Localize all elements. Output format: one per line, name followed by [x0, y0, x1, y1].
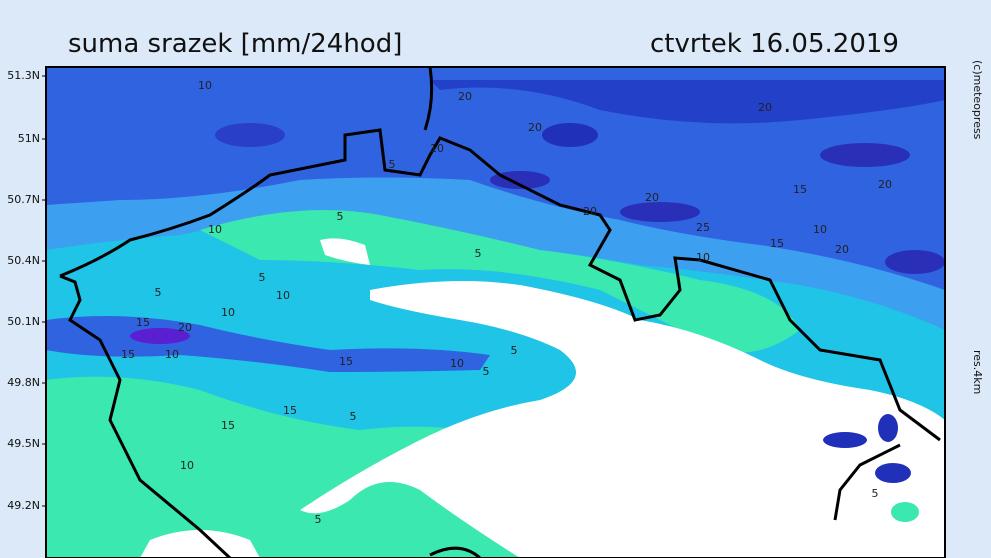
contour-label: 10: [430, 142, 444, 155]
precip-core: [823, 432, 867, 448]
contour-label: 15: [770, 237, 784, 250]
border: [59, 67, 941, 558]
contour-label: 5: [337, 210, 344, 223]
precip-core: [215, 123, 285, 147]
contour-label: 20: [645, 191, 659, 204]
copyright: (c)meteopress: [971, 60, 984, 140]
precip-core: [885, 250, 945, 274]
precip-none: [140, 530, 260, 558]
precip-low: [891, 502, 919, 522]
contour-label: 10: [450, 357, 464, 370]
precip-none: [320, 238, 370, 265]
contour-label: 10: [221, 306, 235, 319]
latitude-label: 49.5N: [7, 437, 40, 450]
contour-label: 5: [350, 410, 357, 423]
latitude-label: 50.1N: [7, 315, 40, 328]
contour-label: 5: [389, 158, 396, 171]
precip-core: [130, 328, 190, 344]
precip-core: [878, 414, 898, 442]
contour-label: 20: [528, 121, 542, 134]
title: suma srazek [mm/24hod]: [68, 29, 402, 59]
contour-label: 20: [458, 90, 472, 103]
contour-label: 15: [121, 348, 135, 361]
precip-band: [430, 80, 945, 124]
precip-core: [820, 143, 910, 167]
contour-label: 15: [221, 419, 235, 432]
latitude-label: 51N: [18, 132, 40, 145]
contour-label: 5: [511, 344, 518, 357]
contour-label: 20: [835, 243, 849, 256]
contour-label: 15: [793, 183, 807, 196]
contour-label: 15: [283, 404, 297, 417]
contour-label: 10: [696, 251, 710, 264]
contour-label: 20: [878, 178, 892, 191]
precip-core: [490, 171, 550, 189]
latitude-label: 49.2N: [7, 499, 40, 512]
contour-label: 10: [813, 223, 827, 236]
contour-label: 5: [315, 513, 322, 526]
precip-core: [542, 123, 598, 147]
latitude-label: 49.8N: [7, 376, 40, 389]
contour-label: 20: [178, 321, 192, 334]
map: [45, 66, 946, 558]
date: ctvrtek 16.05.2019: [650, 29, 899, 59]
contour-label: 15: [136, 316, 150, 329]
precip-low: [46, 376, 540, 558]
contour-label: 10: [180, 459, 194, 472]
contour-label: 15: [339, 355, 353, 368]
map-frame: [45, 66, 946, 558]
labels: 51.3N 51N 50.7N 50.4N 50.1N 49.8N 49.5N 49.2N 10…: [7, 69, 892, 526]
contour-label: 5: [483, 365, 490, 378]
latitude-label: 50.4N: [7, 254, 40, 267]
precip-core: [620, 202, 700, 222]
contour-label: 25: [696, 221, 710, 234]
contour-label: 20: [758, 101, 772, 114]
contour-label: 5: [259, 271, 266, 284]
precip-core: [875, 463, 911, 483]
contour-label: 10: [165, 348, 179, 361]
contour-label: 5: [872, 487, 879, 500]
contour-label: 5: [475, 247, 482, 260]
latitude-label: 51.3N: [7, 69, 40, 82]
latitude-label: 50.7N: [7, 193, 40, 206]
contour-label: 20: [583, 205, 597, 218]
contour-label: 10: [276, 289, 290, 302]
contour-label: 10: [208, 223, 222, 236]
contour-label: 5: [155, 286, 162, 299]
precip-none: [300, 281, 945, 558]
contour-label: 10: [198, 79, 212, 92]
border: [429, 443, 901, 558]
resolution: res.4km: [971, 350, 984, 394]
